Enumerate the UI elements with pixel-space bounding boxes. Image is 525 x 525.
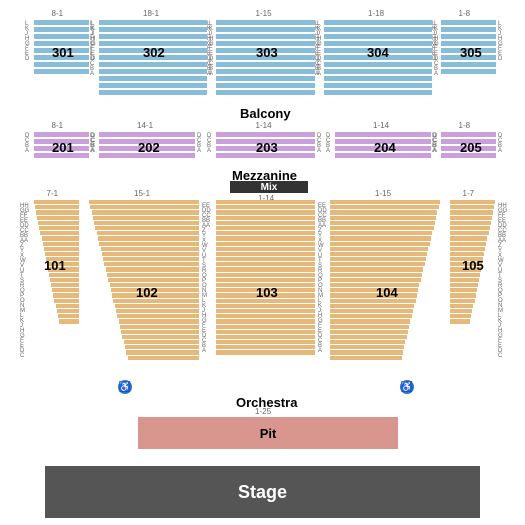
seat-range-201: 8-1 <box>52 121 64 130</box>
section-label-105: 105 <box>462 258 484 273</box>
section-303[interactable] <box>216 20 315 100</box>
section-301[interactable] <box>34 20 89 100</box>
row-letters: LKJHGFED <box>25 22 30 62</box>
seat-range-102: 15-1 <box>134 189 150 198</box>
row-letters: DCBA <box>317 134 321 154</box>
pit-range: 1-25 <box>255 407 271 416</box>
row-letters: DCBA <box>432 134 436 154</box>
row-letters: LKJHGFEDCBA <box>207 22 212 77</box>
seat-range-105: 1-7 <box>463 189 475 198</box>
section-label-303: 303 <box>256 45 278 60</box>
seat-range-303: 1-15 <box>256 9 272 18</box>
row-letters: HHGGFFEEDDCCBBAAZYXWVUTSRQPONMLKJHGFEDC <box>498 204 507 359</box>
row-letters: DCBA <box>25 134 29 154</box>
section-105[interactable] <box>450 200 495 385</box>
pit-section[interactable]: Pit <box>138 417 398 449</box>
stage: Stage <box>45 466 480 518</box>
ada-icon <box>118 380 132 394</box>
section-label-103: 103 <box>256 285 278 300</box>
balcony-label: Balcony <box>240 106 291 121</box>
row-letters: DCBA <box>207 134 211 154</box>
section-label-101: 101 <box>44 258 66 273</box>
section-label-102: 102 <box>136 285 158 300</box>
row-letters: DCBA <box>90 134 94 154</box>
section-label-301: 301 <box>52 45 74 60</box>
section-label-302: 302 <box>143 45 165 60</box>
row-letters: LKJHGFEDCBA <box>315 22 320 77</box>
seat-range-104: 1-15 <box>375 189 391 198</box>
row-letters: LKJHGFED <box>432 22 437 62</box>
seat-range-203: 1-14 <box>256 121 272 130</box>
section-label-203: 203 <box>256 140 278 155</box>
section-label-104: 104 <box>376 285 398 300</box>
seating-chart: Balcony Mezzanine Mix 1-14 Orchestra 1-2… <box>0 0 525 525</box>
section-label-204: 204 <box>374 140 396 155</box>
row-letters: DCBA <box>326 134 330 154</box>
seat-range-305: 1-8 <box>459 9 471 18</box>
ada-icon <box>400 380 414 394</box>
mix-box: Mix <box>230 181 308 193</box>
section-304[interactable] <box>324 20 432 100</box>
row-letters: DCBA <box>498 134 502 154</box>
seat-range-205: 1-8 <box>459 121 471 130</box>
section-label-305: 305 <box>460 45 482 60</box>
section-label-202: 202 <box>138 140 160 155</box>
row-letters: HHGGFFEEDDCCBBAAZYXWVUTSRQPONMLKJHGFEDC <box>20 204 29 359</box>
seat-range-301: 8-1 <box>52 9 64 18</box>
section-label-304: 304 <box>367 45 389 60</box>
section-101[interactable] <box>34 200 79 385</box>
section-label-205: 205 <box>460 140 482 155</box>
row-letters: EEDDCCBBAAZYXWVUTSRQPONMLKJHGFEDCBA <box>318 204 327 354</box>
seat-range-202: 14-1 <box>137 121 153 130</box>
row-letters: DCBA <box>197 134 201 154</box>
section-label-201: 201 <box>52 140 74 155</box>
section-305[interactable] <box>441 20 496 100</box>
seat-range-204: 1-14 <box>373 121 389 130</box>
row-letters: EEDDCCBBAAZYXWVUTSRQPONMLKJHGFEDCBA <box>202 204 211 354</box>
section-302[interactable] <box>99 20 207 100</box>
seat-range-304: 1-18 <box>368 9 384 18</box>
row-letters: LKJHGFEDCBA <box>90 22 95 77</box>
row-letters: LKJHGFED <box>498 22 503 62</box>
seat-range-101: 7-1 <box>47 189 59 198</box>
seat-range-302: 18-1 <box>143 9 159 18</box>
